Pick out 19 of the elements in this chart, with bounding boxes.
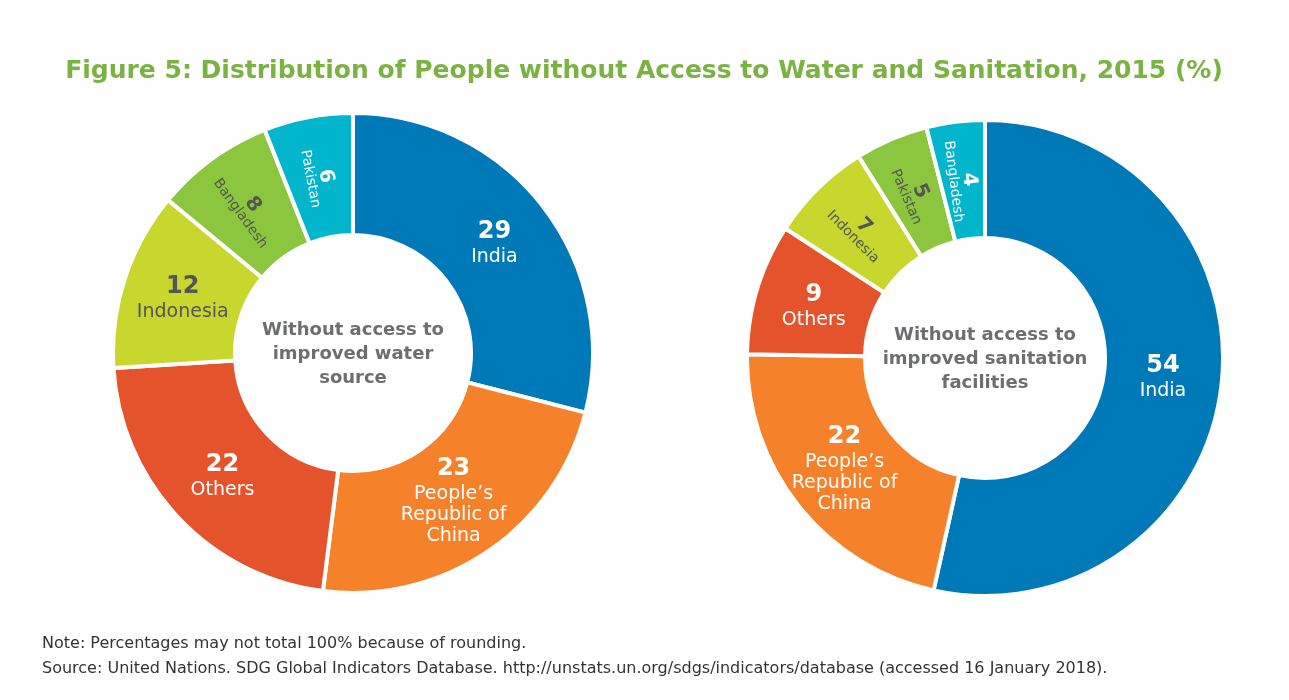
- source-note: Source: United Nations. SDG Global Indicators Database. http://unstats.un.org/sdgs/indicators/database (accessed 16 January 2018).: [42, 658, 1108, 677]
- slice-label: People’s Republic of China: [791, 448, 899, 513]
- data-label: 22: [205, 448, 240, 477]
- slice-label: Others: [190, 476, 255, 499]
- data-label: 22: [827, 420, 862, 449]
- slice-label: India: [471, 244, 518, 267]
- data-label: 54: [1146, 350, 1180, 379]
- text: Without access to improved sanitation facilities: [882, 323, 1088, 392]
- data-label: 9: [805, 278, 823, 307]
- data-label: 23: [436, 453, 471, 482]
- data-label: 12: [166, 270, 200, 299]
- slice-label: India: [1139, 378, 1187, 401]
- data-label: 29: [477, 216, 512, 245]
- text: Figure 5: Distribution of People without Access to Water and Sanitation, 2015 (%): [65, 55, 1223, 84]
- text: Without access to improved water source: [262, 318, 444, 387]
- slice-label: People’s Republic of China: [400, 481, 508, 546]
- slice-label: Indonesia: [136, 298, 229, 321]
- text: Note: Percentages may not total 100% because of rounding.: [42, 633, 527, 652]
- slice-label: Others: [781, 306, 846, 329]
